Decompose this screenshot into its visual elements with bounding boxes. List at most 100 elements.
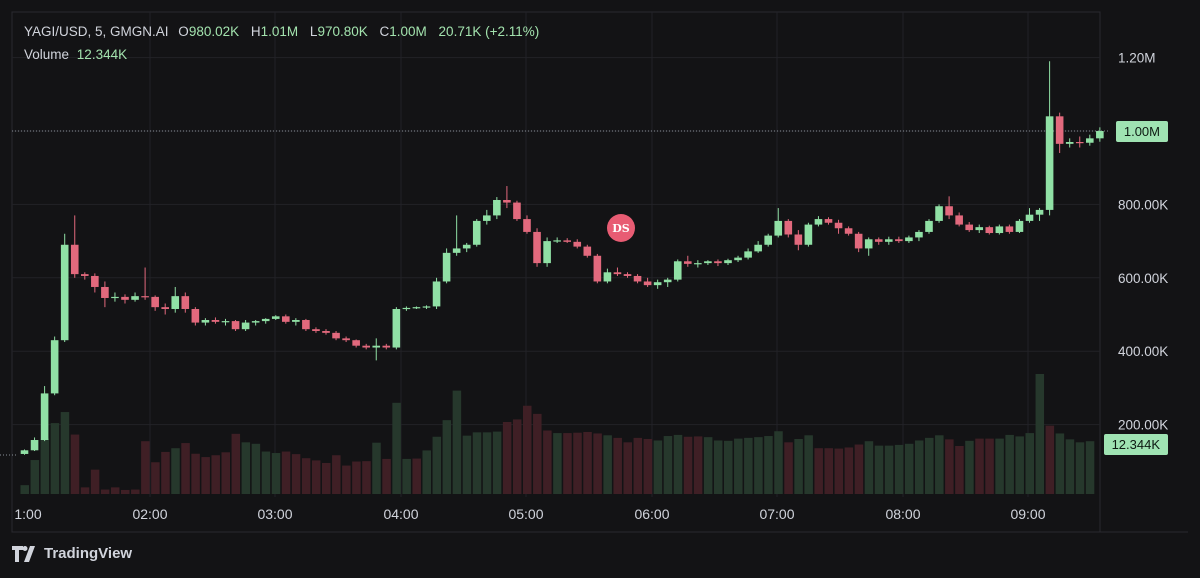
candle-body: [885, 239, 893, 242]
volume-bar: [1015, 436, 1024, 494]
volume-bar: [151, 462, 160, 494]
candle-body: [1045, 116, 1054, 210]
y-tick-label: 200.00K: [1118, 418, 1168, 433]
candle-body: [573, 241, 582, 247]
volume-bar: [603, 435, 612, 494]
candle-body: [352, 340, 360, 346]
candle-body: [181, 296, 190, 309]
volume-bar: [633, 437, 643, 494]
volume-bar: [563, 433, 572, 494]
volume-bar: [713, 440, 723, 494]
candle-body: [694, 263, 702, 265]
candle-body: [111, 296, 119, 299]
change-value: 20.71K (+2.11%): [438, 24, 540, 39]
x-tick-label: 08:00: [885, 506, 920, 522]
volume-bar: [442, 420, 452, 494]
volume-bar: [291, 454, 301, 494]
candle-body: [734, 257, 742, 261]
candle-body: [684, 261, 692, 264]
volume-key[interactable]: Volume: [24, 47, 70, 62]
candle-body: [643, 281, 652, 286]
volume-bar: [693, 436, 703, 494]
candle-body: [673, 261, 682, 280]
volume-bar: [70, 434, 80, 494]
ohlc-legend: YAGI/USD, 5, GMGN.AI O980.02K H1.01M L97…: [24, 24, 539, 39]
candle-body: [965, 224, 973, 231]
brand-label: TradingView: [44, 545, 133, 562]
tradingview-logo[interactable]: TradingView: [12, 545, 132, 562]
candle-body: [261, 318, 270, 322]
volume-bar: [472, 432, 482, 494]
candle-body: [523, 219, 531, 232]
volume-bar: [1085, 441, 1095, 494]
volume-bar: [613, 437, 622, 494]
volume-bar: [724, 440, 733, 494]
candle-body: [1015, 220, 1024, 232]
volume-bar: [141, 441, 150, 494]
volume-bar: [50, 423, 60, 494]
y-tick-label: 600.00K: [1118, 271, 1168, 286]
candle-body: [864, 239, 873, 249]
candle-body: [332, 332, 340, 339]
volume-bar: [854, 444, 864, 494]
candle-body: [422, 306, 431, 308]
candle-body: [663, 279, 672, 283]
volume-bar: [744, 437, 753, 494]
candle-body: [784, 220, 793, 235]
x-tick-label: 06:00: [634, 506, 669, 522]
candle-body: [312, 329, 320, 332]
volume-bar: [261, 451, 271, 494]
ds-marker-badge[interactable]: DS: [607, 214, 635, 242]
volume-bar: [904, 443, 914, 494]
volume-value: 12.344K: [76, 47, 128, 62]
candle-body: [91, 275, 99, 287]
candle-body: [131, 296, 139, 300]
volume-bar: [221, 452, 230, 494]
symbol-label[interactable]: YAGI/USD, 5, GMGN.AI: [24, 24, 169, 39]
candle-body: [1075, 142, 1084, 144]
candle-body: [442, 252, 451, 282]
volume-bar: [914, 440, 924, 494]
candle-body: [714, 261, 722, 264]
volume-bar: [673, 434, 683, 494]
candle-body: [1086, 138, 1094, 143]
candle-body: [995, 226, 1004, 234]
volume-bar: [332, 455, 341, 494]
candle-body: [20, 450, 29, 454]
candle-body: [151, 296, 159, 308]
candle-body: [985, 227, 994, 234]
volume-bar: [372, 442, 381, 494]
candlesticks: [20, 61, 1104, 455]
volume-bar: [955, 446, 964, 494]
volume-bar: [703, 437, 713, 494]
close-key: C: [379, 24, 390, 39]
volume-bar: [553, 433, 562, 494]
high-key: H: [250, 24, 261, 39]
candle-body: [221, 321, 230, 323]
volume-bar: [814, 448, 823, 494]
volume-bar: [161, 451, 170, 494]
low-key: L: [309, 24, 318, 39]
x-tick-label: 04:00: [383, 506, 418, 522]
candle-body: [623, 274, 632, 276]
y-tick-label: 1.20M: [1118, 51, 1156, 66]
volume-bar: [211, 455, 220, 494]
candle-body: [201, 320, 210, 323]
volume-bar: [643, 438, 653, 494]
candle-body: [764, 235, 772, 245]
volume-bar: [512, 419, 522, 494]
volume-bar: [794, 438, 803, 494]
candle-body: [895, 239, 903, 242]
candle-body: [271, 316, 280, 319]
y-tick-label: 800.00K: [1118, 197, 1168, 212]
candle-body: [915, 231, 923, 238]
candle-body: [593, 255, 602, 282]
volume-bar: [663, 436, 673, 494]
candle-body: [231, 321, 240, 330]
candle-body: [191, 308, 200, 323]
volume-bar: [502, 422, 512, 494]
volume-bar: [683, 436, 693, 494]
volume-bar: [482, 432, 492, 494]
tradingview-icon: [12, 545, 35, 562]
